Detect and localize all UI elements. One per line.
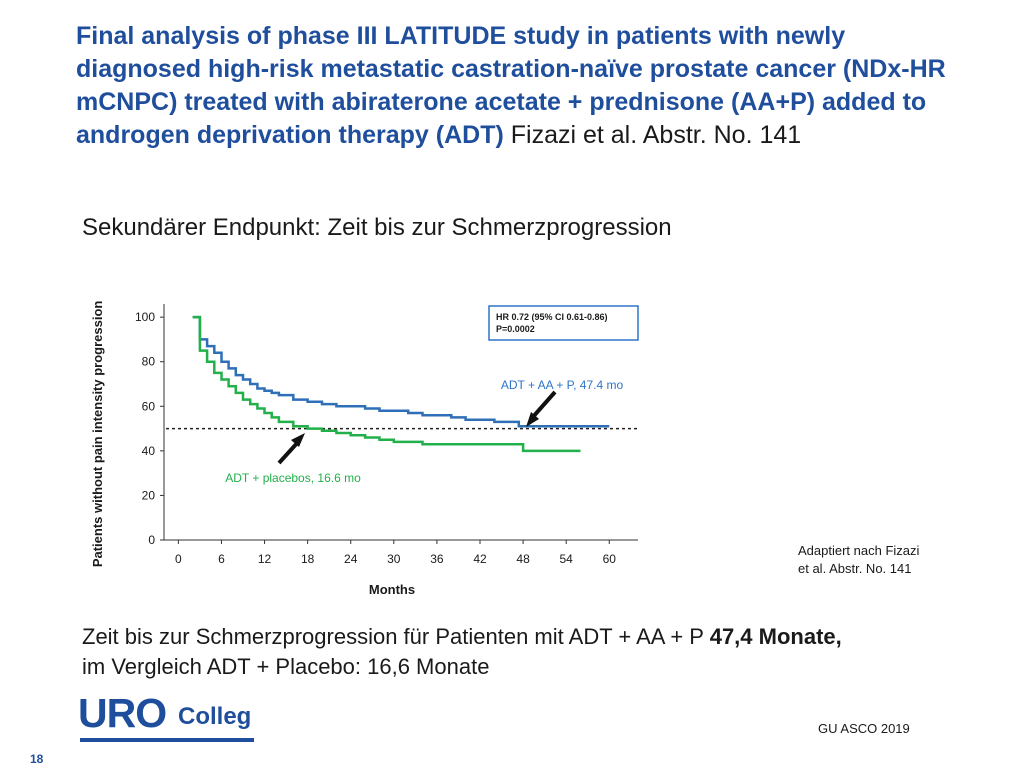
series-line-aa-p bbox=[192, 315, 610, 428]
summary-line1-text: Zeit bis zur Schmerzprogression für Pati… bbox=[82, 624, 710, 649]
x-tick-label: 6 bbox=[218, 552, 225, 566]
x-tick-label: 24 bbox=[344, 552, 358, 566]
y-tick-label: 80 bbox=[142, 355, 156, 369]
arrow-aa-p-shaft bbox=[530, 390, 557, 420]
arrow-placebo-shaft bbox=[277, 439, 301, 465]
slide-title-main: Final analysis of phase III LATITUDE stu… bbox=[76, 22, 946, 149]
slide-subtitle: Sekundärer Endpunkt: Zeit bis zur Schmer… bbox=[82, 214, 672, 241]
logo-underline bbox=[80, 738, 254, 742]
y-tick-label: 20 bbox=[142, 488, 156, 502]
source-note: Adaptiert nach Fizazi et al. Abstr. No. … bbox=[798, 542, 968, 578]
arrow-placebo bbox=[277, 433, 305, 465]
logo-colleg: Colleg bbox=[178, 703, 252, 730]
x-tick-label: 48 bbox=[516, 552, 530, 566]
summary-text: Zeit bis zur Schmerzprogression für Pati… bbox=[82, 622, 1002, 682]
summary-line1-highlight: 47,4 Monate, bbox=[709, 624, 842, 649]
page-number: 18 bbox=[30, 752, 44, 766]
slide-title-reference: Fizazi et al. Abstr. No. 141 bbox=[503, 121, 802, 149]
kaplan-meier-chart: Patients without pain intensity progress… bbox=[86, 300, 646, 606]
arrow-placebo-head bbox=[291, 433, 305, 447]
chart-axes: 0 20 40 60 80 100 0 6 12 18 24 30 36 42 48 54 60 bbox=[135, 304, 638, 566]
hr-box: HR 0.72 (95% CI 0.61-0.86) P=0.0002 bbox=[488, 305, 639, 341]
chart-svg: Patients without pain intensity progress… bbox=[90, 300, 639, 597]
slide-title: Final analysis of phase III LATITUDE stu… bbox=[76, 20, 976, 152]
uro-colleg-logo: URO Colleg bbox=[78, 690, 258, 746]
x-tick-label: 36 bbox=[430, 552, 444, 566]
annotation-aa-p: ADT + AA + P, 47.4 mo bbox=[501, 378, 624, 392]
arrow-aa-p-head bbox=[526, 412, 539, 427]
hr-box-frame bbox=[488, 305, 639, 341]
y-tick-label: 60 bbox=[142, 399, 156, 413]
y-tick-label: 40 bbox=[142, 444, 156, 458]
x-tick-label: 30 bbox=[387, 552, 401, 566]
source-note-line1: Adaptiert nach Fizazi bbox=[798, 543, 920, 558]
x-tick-label: 0 bbox=[175, 552, 182, 566]
y-axis-label: Patients without pain intensity progress… bbox=[90, 300, 105, 567]
conference-label: GU ASCO 2019 bbox=[818, 721, 910, 736]
y-tick-label: 0 bbox=[148, 533, 155, 547]
x-tick-label: 42 bbox=[473, 552, 487, 566]
source-note-line2: et al. Abstr. No. 141 bbox=[798, 561, 912, 576]
hr-box-line2: P=0.0002 bbox=[496, 324, 535, 334]
series-line-placebo bbox=[192, 315, 581, 453]
logo-uro: URO bbox=[78, 690, 167, 736]
arrow-aa-p bbox=[526, 390, 557, 427]
annotation-placebo: ADT + placebos, 16.6 mo bbox=[225, 471, 361, 485]
y-tick-label: 100 bbox=[135, 310, 155, 324]
series-group bbox=[192, 315, 610, 453]
summary-line1: Zeit bis zur Schmerzprogression für Pati… bbox=[82, 622, 1002, 652]
x-tick-label: 12 bbox=[258, 552, 272, 566]
x-axis-label: Months bbox=[369, 582, 415, 597]
x-tick-label: 18 bbox=[301, 552, 315, 566]
hr-box-line1: HR 0.72 (95% CI 0.61-0.86) bbox=[496, 312, 608, 322]
x-tick-label: 60 bbox=[603, 552, 617, 566]
summary-line2: im Vergleich ADT + Placebo: 16,6 Monate bbox=[82, 654, 490, 679]
x-tick-label: 54 bbox=[560, 552, 574, 566]
